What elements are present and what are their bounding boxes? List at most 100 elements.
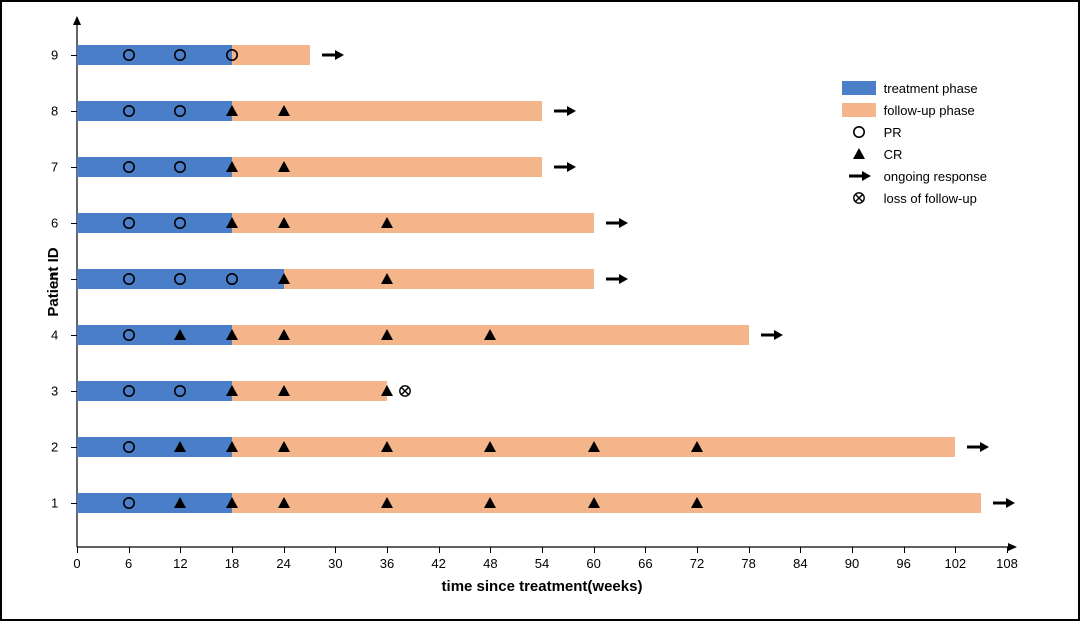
x-tick-label: 72 [690,556,704,571]
pr-marker-icon [173,104,187,118]
x-tick-label: 0 [73,556,80,571]
cr-marker-icon [277,216,291,230]
x-tick [129,547,130,553]
x-tick [232,547,233,553]
treatment-phase-bar [77,101,232,121]
x-tick-label: 108 [996,556,1018,571]
cr-marker-icon [225,160,239,174]
x-tick-label: 6 [125,556,132,571]
x-tick-label: 66 [638,556,652,571]
pr-marker-icon [122,216,136,230]
treatment-phase-bar [77,325,232,345]
followup-swatch-icon [842,103,876,117]
pr-marker-icon [122,48,136,62]
cr-marker-icon [225,496,239,510]
x-tick-label: 84 [793,556,807,571]
legend-item: loss of follow-up [842,187,987,209]
legend-label: treatment phase [884,81,978,96]
cr-marker-icon [225,440,239,454]
x-tick-label: 12 [173,556,187,571]
cr-marker-icon [587,440,601,454]
cr-marker-icon [277,440,291,454]
treatment-phase-bar [77,213,232,233]
cr-marker-icon [587,496,601,510]
legend-label: CR [884,147,903,162]
x-tick [439,547,440,553]
ongoing-arrow-icon [759,328,783,342]
legend-item: treatment phase [842,77,987,99]
pr-marker-icon [122,272,136,286]
cr-marker-icon [380,384,394,398]
ongoing-arrow-icon [965,440,989,454]
y-tick-label: 1 [51,496,58,511]
cr-marker-icon [483,496,497,510]
x-tick [335,547,336,553]
pr-marker-icon [173,48,187,62]
x-tick [697,547,698,553]
pr-marker-icon [173,160,187,174]
y-tick-label: 4 [51,328,58,343]
legend-label: PR [884,125,902,140]
x-tick [645,547,646,553]
cr-marker-icon [380,496,394,510]
legend-label: follow-up phase [884,103,975,118]
ongoing-arrow-icon [991,496,1015,510]
legend-item: CR [842,143,987,165]
ongoing-arrow-icon [604,272,628,286]
cr-marker-icon [380,216,394,230]
loss-of-followup-icon [398,384,412,398]
legend-item: ongoing response [842,165,987,187]
x-tick-label: 48 [483,556,497,571]
pr-legend-icon [842,122,876,142]
treatment-phase-bar [77,437,232,457]
legend-item: PR [842,121,987,143]
x-tick [490,547,491,553]
followup-phase-bar [232,493,981,513]
x-tick-label: 78 [741,556,755,571]
x-tick [542,547,543,553]
y-tick-label: 8 [51,104,58,119]
x-tick [387,547,388,553]
ongoing-arrow-icon [552,104,576,118]
x-tick [904,547,905,553]
x-tick [77,547,78,553]
x-tick [955,547,956,553]
x-tick-label: 42 [431,556,445,571]
cr-marker-icon [277,104,291,118]
cr-marker-icon [483,328,497,342]
y-tick-label: 2 [51,440,58,455]
treatment-swatch-icon [842,81,876,95]
cr-marker-icon [225,216,239,230]
ongoing-arrow-icon [320,48,344,62]
x-tick-label: 30 [328,556,342,571]
cr-marker-icon [277,160,291,174]
treatment-phase-bar [77,493,232,513]
y-tick-label: 7 [51,160,58,175]
ongoing-arrow-icon [604,216,628,230]
cr-marker-icon [173,440,187,454]
x-tick-label: 60 [586,556,600,571]
cr-marker-icon [380,440,394,454]
treatment-phase-bar [77,381,232,401]
pr-marker-icon [122,384,136,398]
cr-marker-icon [483,440,497,454]
x-tick-label: 96 [896,556,910,571]
x-tick-label: 18 [225,556,239,571]
y-axis-title: Patient ID [45,247,62,316]
figure-frame: 0612182430364248546066727884909610210812… [0,0,1080,621]
x-tick-label: 36 [380,556,394,571]
x-tick [800,547,801,553]
pr-marker-icon [122,440,136,454]
cr-marker-icon [173,496,187,510]
ongoing-arrow-icon [552,160,576,174]
x-tick [852,547,853,553]
x-tick [749,547,750,553]
legend-label: loss of follow-up [884,191,977,206]
pr-marker-icon [173,216,187,230]
pr-marker-icon [122,328,136,342]
x-tick-label: 102 [944,556,966,571]
pr-marker-icon [225,272,239,286]
loss-legend-icon [842,188,876,208]
pr-marker-icon [122,496,136,510]
cr-marker-icon [225,384,239,398]
